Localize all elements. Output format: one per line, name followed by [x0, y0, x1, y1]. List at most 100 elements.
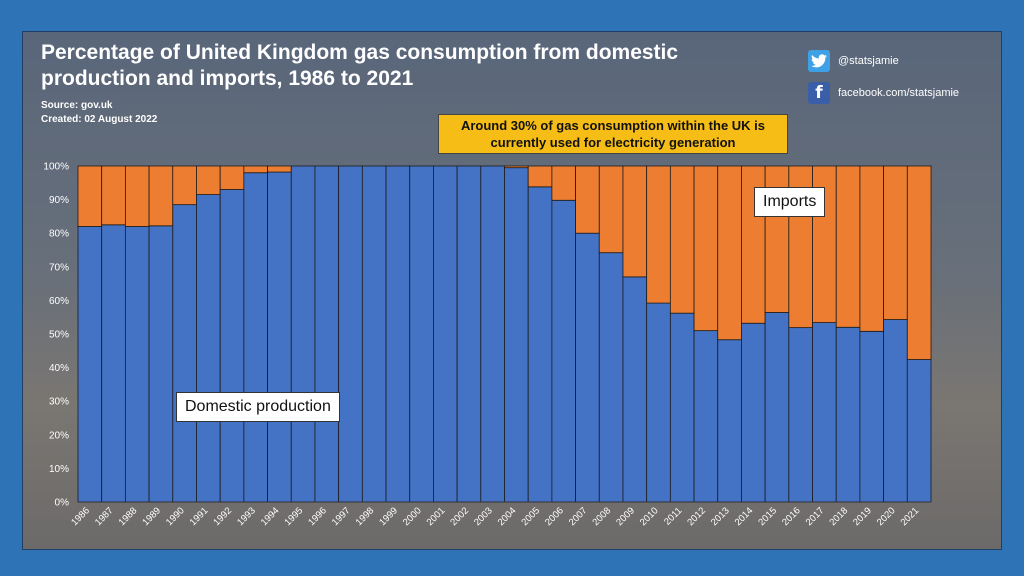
- x-tick-label: 2010: [638, 505, 661, 528]
- bar-domestic-2012: [693, 330, 719, 503]
- bar-domestic-1987: [101, 224, 126, 503]
- bar-domestic-1995: [290, 165, 316, 503]
- bar-domestic-2013: [717, 339, 742, 503]
- bar-imports-1994: [267, 165, 292, 173]
- y-tick-label: 40%: [49, 363, 69, 374]
- x-tick-label: 2016: [780, 505, 803, 528]
- x-tick-label: 2007: [567, 505, 590, 528]
- x-tick-label: 1992: [211, 505, 234, 528]
- x-tick-label: 2004: [496, 505, 519, 528]
- bar-domestic-2001: [433, 165, 458, 503]
- bar-domestic-2021: [906, 359, 932, 503]
- bar-imports-1991: [196, 165, 221, 195]
- bar-domestic-1994: [267, 171, 292, 503]
- y-tick-label: 80%: [49, 229, 69, 240]
- x-tick-label: 2012: [685, 505, 708, 528]
- y-tick-label: 60%: [49, 296, 69, 307]
- bar-imports-1987: [101, 165, 126, 226]
- bar-imports-2018: [835, 165, 861, 328]
- bar-domestic-1993: [243, 172, 268, 503]
- bar-domestic-1997: [338, 165, 363, 503]
- bar-domestic-2014: [741, 322, 766, 503]
- bar-domestic-2019: [859, 330, 885, 503]
- bar-domestic-1990: [172, 204, 197, 503]
- y-tick-label: 50%: [49, 330, 69, 341]
- bar-domestic-1992: [219, 189, 245, 503]
- facebook-icon: f: [808, 82, 830, 104]
- y-tick-label: 0%: [55, 498, 70, 509]
- bar-domestic-2003: [480, 165, 505, 503]
- x-tick-label: 2018: [827, 505, 850, 528]
- bar-domestic-2005: [527, 186, 553, 503]
- x-tick-label: 1996: [306, 505, 329, 528]
- domestic-production-label: Domestic production: [176, 392, 340, 422]
- x-tick-label: 2020: [875, 505, 898, 528]
- y-tick-label: 90%: [49, 195, 69, 206]
- bar-domestic-1986: [77, 226, 103, 503]
- facebook-link-text: facebook.com/statsjamie: [838, 87, 960, 99]
- x-tick-label: 1999: [377, 505, 400, 528]
- x-tick-label: 1989: [140, 505, 163, 528]
- x-tick-label: 2001: [425, 505, 448, 528]
- bar-domestic-2016: [788, 327, 813, 503]
- bar-domestic-2009: [622, 276, 648, 503]
- x-tick-label: 1994: [259, 505, 282, 528]
- bar-imports-2013: [717, 165, 742, 341]
- bar-domestic-1999: [385, 165, 411, 503]
- bar-imports-1990: [172, 165, 197, 206]
- created-date: Created: 02 August 2022: [41, 114, 158, 125]
- bar-domestic-2002: [456, 165, 482, 503]
- bar-imports-2009: [622, 165, 648, 278]
- x-tick-label: 2014: [733, 505, 756, 528]
- x-tick-label: 1990: [164, 505, 187, 528]
- x-tick-label: 2006: [543, 505, 566, 528]
- twitter-handle[interactable]: @statsjamie: [808, 50, 899, 72]
- x-tick-label: 1993: [235, 505, 258, 528]
- x-tick-label: 2013: [709, 505, 732, 528]
- bar-domestic-2015: [764, 312, 790, 503]
- stacked-bar-chart: 0%10%20%30%40%50%60%70%80%90%100%1986 198…: [43, 162, 932, 528]
- x-tick-label: 1986: [69, 505, 92, 528]
- x-tick-label: 2015: [756, 505, 779, 528]
- source-note: Source: gov.uk: [41, 100, 113, 111]
- x-tick-label: 1987: [93, 505, 116, 528]
- chart-panel: Percentage of United Kingdom gas consump…: [22, 31, 1002, 550]
- x-tick-label: 2008: [591, 505, 614, 528]
- bar-domestic-2006: [551, 199, 576, 503]
- x-tick-label: 2005: [519, 505, 542, 528]
- x-tick-label: 1991: [188, 505, 211, 528]
- x-tick-label: 1998: [354, 505, 377, 528]
- facebook-link[interactable]: f facebook.com/statsjamie: [808, 82, 959, 104]
- x-tick-label: 2017: [804, 505, 827, 528]
- bar-domestic-2007: [575, 232, 600, 503]
- x-tick-label: 2011: [662, 505, 684, 527]
- bar-imports-2019: [859, 165, 885, 332]
- bar-imports-1986: [77, 165, 103, 227]
- bar-domestic-1998: [361, 165, 387, 503]
- bar-imports-1993: [243, 165, 268, 174]
- bar-imports-2011: [669, 165, 695, 314]
- bar-domestic-2010: [646, 302, 671, 503]
- bar-domestic-2018: [835, 326, 861, 503]
- bar-imports-2008: [598, 165, 624, 254]
- y-tick-label: 70%: [49, 262, 69, 273]
- bar-imports-1992: [219, 165, 245, 190]
- bar-imports-2020: [883, 165, 908, 320]
- x-tick-label: 2021: [899, 505, 922, 528]
- bar-imports-1988: [124, 165, 150, 227]
- x-tick-label: 2009: [614, 505, 637, 528]
- bar-domestic-1988: [124, 226, 150, 503]
- bar-domestic-1989: [148, 225, 174, 503]
- bar-domestic-2011: [669, 312, 695, 503]
- bar-domestic-2004: [504, 167, 529, 503]
- y-tick-label: 30%: [49, 397, 69, 408]
- bar-domestic-2020: [883, 319, 908, 503]
- y-tick-label: 100%: [43, 162, 69, 173]
- x-tick-label: 2019: [851, 505, 874, 528]
- bar-domestic-1996: [314, 165, 340, 503]
- bar-domestic-2017: [812, 322, 837, 503]
- x-tick-label: 2002: [448, 505, 471, 528]
- y-tick-label: 20%: [49, 430, 69, 441]
- twitter-handle-text: @statsjamie: [838, 55, 899, 67]
- bar-domestic-2008: [598, 252, 624, 503]
